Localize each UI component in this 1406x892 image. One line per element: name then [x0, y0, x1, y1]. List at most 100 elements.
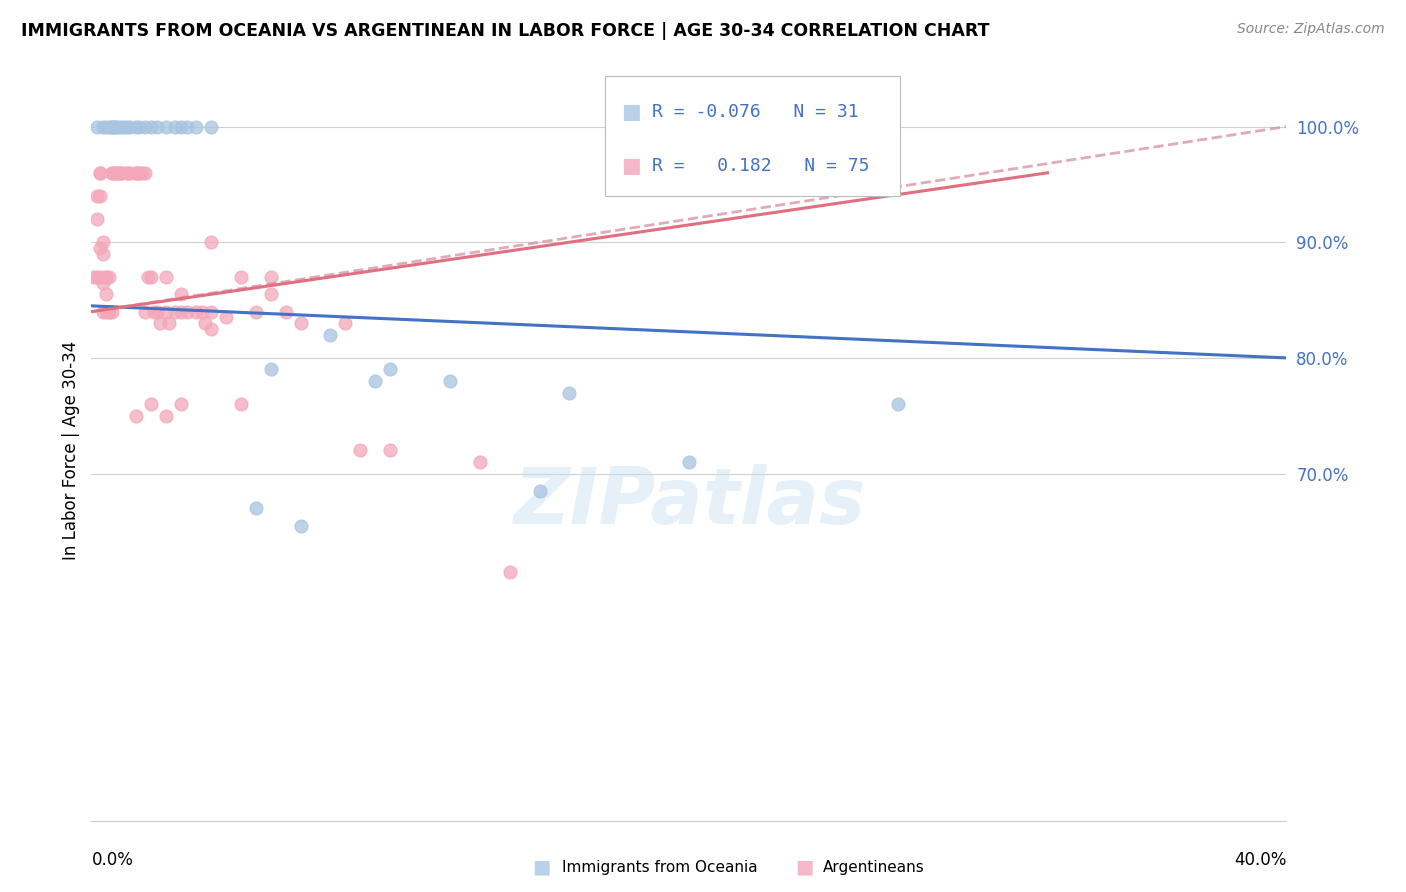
- Point: [125, 166, 148, 180]
- Text: Argentineans: Argentineans: [823, 860, 924, 874]
- Point: [155, 269, 177, 284]
- Point: [149, 316, 172, 330]
- Point: [128, 166, 150, 180]
- Point: [112, 120, 135, 134]
- Text: ■: ■: [621, 156, 641, 176]
- Point: [229, 269, 252, 284]
- Text: Immigrants from Oceania: Immigrants from Oceania: [562, 860, 758, 874]
- Point: [380, 362, 402, 376]
- Point: [143, 304, 166, 318]
- Point: [274, 304, 297, 318]
- Point: [107, 166, 129, 180]
- Point: [104, 166, 127, 180]
- Point: [290, 518, 312, 533]
- Point: [176, 120, 198, 134]
- Point: [439, 374, 461, 388]
- Point: [131, 166, 153, 180]
- Point: [499, 565, 522, 579]
- Point: [107, 166, 129, 180]
- Point: [184, 304, 207, 318]
- Point: [104, 166, 127, 180]
- Point: [155, 304, 177, 318]
- Point: [134, 304, 156, 318]
- Point: [125, 409, 148, 423]
- Text: IMMIGRANTS FROM OCEANIA VS ARGENTINEAN IN LABOR FORCE | AGE 30-34 CORRELATION CH: IMMIGRANTS FROM OCEANIA VS ARGENTINEAN I…: [21, 22, 990, 40]
- Point: [89, 241, 111, 255]
- Point: [259, 269, 281, 284]
- Point: [887, 397, 910, 411]
- Point: [259, 287, 281, 301]
- Point: [245, 304, 267, 318]
- Point: [104, 120, 127, 134]
- Point: [200, 120, 222, 134]
- Point: [89, 166, 111, 180]
- Point: [191, 304, 214, 318]
- Point: [380, 443, 402, 458]
- Point: [128, 166, 150, 180]
- Point: [134, 120, 156, 134]
- Point: [128, 120, 150, 134]
- Point: [110, 166, 132, 180]
- Point: [120, 120, 142, 134]
- Point: [107, 120, 129, 134]
- Point: [115, 166, 138, 180]
- Point: [93, 247, 115, 261]
- Point: [155, 409, 177, 423]
- Point: [170, 397, 193, 411]
- Point: [93, 276, 115, 290]
- Point: [141, 120, 163, 134]
- Point: [96, 304, 118, 318]
- Point: [93, 235, 115, 250]
- Text: 0.0%: 0.0%: [91, 851, 134, 869]
- Point: [364, 374, 387, 388]
- Point: [96, 269, 118, 284]
- Point: [170, 287, 193, 301]
- Point: [86, 189, 108, 203]
- Point: [101, 120, 124, 134]
- Point: [146, 304, 169, 318]
- Point: [134, 166, 156, 180]
- Text: R =   0.182   N = 75: R = 0.182 N = 75: [652, 157, 870, 175]
- Point: [86, 212, 108, 227]
- Text: 40.0%: 40.0%: [1234, 851, 1286, 869]
- Point: [170, 120, 193, 134]
- Point: [86, 120, 108, 134]
- Point: [184, 120, 207, 134]
- Point: [678, 455, 700, 469]
- Point: [86, 269, 108, 284]
- Point: [136, 269, 159, 284]
- Point: [200, 322, 222, 336]
- Point: [468, 455, 491, 469]
- Point: [141, 397, 163, 411]
- Point: [110, 166, 132, 180]
- Point: [101, 304, 124, 318]
- Point: [215, 310, 238, 325]
- Point: [335, 316, 357, 330]
- Point: [93, 304, 115, 318]
- Point: [83, 269, 105, 284]
- Text: ZIPatlas: ZIPatlas: [513, 464, 865, 541]
- Point: [229, 397, 252, 411]
- Point: [200, 304, 222, 318]
- Point: [176, 304, 198, 318]
- Point: [146, 120, 169, 134]
- Point: [157, 316, 180, 330]
- Point: [290, 316, 312, 330]
- Point: [93, 120, 115, 134]
- Point: [200, 235, 222, 250]
- Point: [141, 269, 163, 284]
- Point: [319, 327, 342, 342]
- Point: [96, 120, 118, 134]
- Point: [101, 166, 124, 180]
- Text: R = -0.076   N = 31: R = -0.076 N = 31: [652, 103, 859, 121]
- Point: [155, 120, 177, 134]
- Point: [245, 501, 267, 516]
- Point: [89, 166, 111, 180]
- Point: [115, 166, 138, 180]
- Point: [125, 166, 148, 180]
- Text: ■: ■: [794, 857, 814, 877]
- Point: [163, 120, 186, 134]
- Point: [115, 120, 138, 134]
- Point: [98, 304, 121, 318]
- Point: [101, 120, 124, 134]
